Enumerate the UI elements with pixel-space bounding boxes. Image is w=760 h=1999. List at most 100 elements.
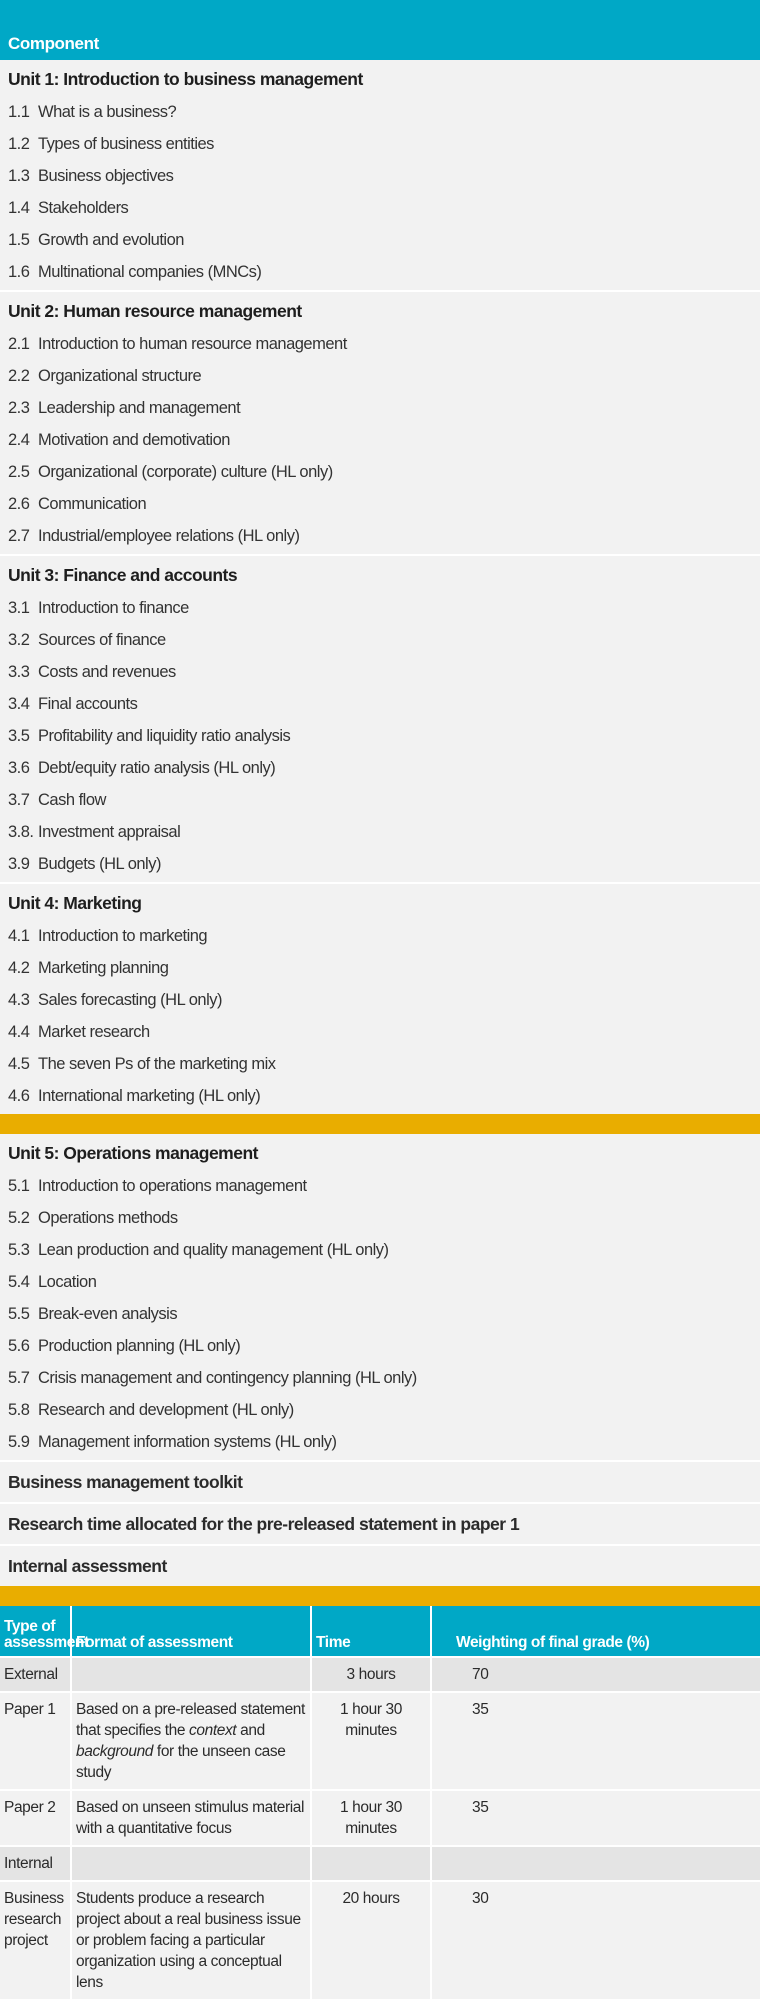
units-list: Unit 1: Introduction to business managem… bbox=[0, 60, 760, 1114]
table-row: Paper 2 Based on unseen stimulus material… bbox=[0, 1789, 760, 1846]
list-item: 4.6 International marketing (HL only) bbox=[0, 1080, 760, 1112]
item-label: International marketing (HL only) bbox=[38, 1087, 261, 1105]
list-item: 1.6 Multinational companies (MNCs) bbox=[0, 256, 760, 288]
item-number: 5.7 bbox=[8, 1369, 30, 1387]
item-number: 1.6 bbox=[8, 263, 30, 281]
item-number: 5.6 bbox=[8, 1337, 30, 1355]
assessment-table: Type of assessment Format of assessment … bbox=[0, 1606, 760, 1999]
item-label: Sales forecasting (HL only) bbox=[38, 991, 222, 1009]
list-item: 5.6 Production planning (HL only) bbox=[0, 1330, 760, 1362]
unit-section: Unit 4: Marketing 4.1 Introduction to mark… bbox=[0, 882, 760, 1114]
header-type: Type of assessment bbox=[0, 1606, 89, 1657]
item-label: Break-even analysis bbox=[38, 1305, 178, 1323]
format-text: Based on a pre-released statement that s… bbox=[76, 1701, 305, 1739]
list-item: 4.5 The seven Ps of the marketing mix bbox=[0, 1048, 760, 1080]
unit-heading: Unit 3: Finance and accounts bbox=[8, 565, 238, 585]
cell-format: Students produce a research project abou… bbox=[71, 1880, 312, 1999]
item-number: 2.3 bbox=[8, 399, 30, 417]
item-label: Operations methods bbox=[38, 1209, 178, 1227]
header-format: Format of assessment bbox=[71, 1606, 312, 1657]
list-item: 3.3 Costs and revenues bbox=[0, 656, 760, 688]
item-number: 1.5 bbox=[8, 231, 30, 249]
list-item: 5.3 Lean production and quality managemen… bbox=[0, 1234, 760, 1266]
item-number: 3.4 bbox=[8, 695, 30, 713]
item-label: Organizational (corporate) culture (HL o… bbox=[38, 463, 333, 481]
item-number: 4.3 bbox=[8, 991, 30, 1009]
list-item: 3.8. Investment appraisal bbox=[0, 816, 760, 848]
item-label: Introduction to finance bbox=[38, 599, 189, 617]
unit-5-section: Unit 5: Operations management 5.1 Introduc… bbox=[0, 1134, 760, 1460]
list-item: 2.6 Communication bbox=[0, 488, 760, 520]
item-number: 2.2 bbox=[8, 367, 30, 385]
table-row: External 3 hours 70 bbox=[0, 1656, 760, 1692]
item-number: 3.7 bbox=[8, 791, 30, 809]
unit-heading: Unit 4: Marketing bbox=[8, 893, 142, 913]
list-item: 5.8 Research and development (HL only) bbox=[0, 1394, 760, 1426]
list-item: 3.2 Sources of finance bbox=[0, 624, 760, 656]
cell-weighting: 35 bbox=[431, 1691, 760, 1790]
cell-format: Based on a pre-released statement that s… bbox=[71, 1691, 312, 1790]
item-number: 4.2 bbox=[8, 959, 30, 977]
item-label: Lean production and quality management (… bbox=[38, 1241, 389, 1259]
cell-time bbox=[311, 1845, 432, 1881]
item-label: Market research bbox=[38, 1023, 150, 1041]
list-item: 1.5 Growth and evolution bbox=[0, 224, 760, 256]
item-label: Types of business entities bbox=[38, 135, 214, 153]
item-number: 1.3 bbox=[8, 167, 30, 185]
item-number: 2.7 bbox=[8, 527, 30, 545]
item-label: Budgets (HL only) bbox=[38, 855, 161, 873]
item-number: 4.4 bbox=[8, 1023, 30, 1041]
item-number: 1.2 bbox=[8, 135, 30, 153]
list-item: 5.5 Break-even analysis bbox=[0, 1298, 760, 1330]
cell-time: 1 hour 30 minutes bbox=[311, 1691, 432, 1790]
component-title: Component bbox=[8, 34, 99, 53]
cell-type: External bbox=[0, 1656, 72, 1692]
table-row: Internal bbox=[0, 1845, 760, 1881]
item-number: 1.1 bbox=[8, 103, 30, 121]
format-text: and bbox=[236, 1722, 265, 1739]
cell-weighting bbox=[431, 1845, 760, 1881]
list-item: 2.3 Leadership and management bbox=[0, 392, 760, 424]
item-label: Crisis management and contingency planni… bbox=[38, 1369, 417, 1387]
item-label: Marketing planning bbox=[38, 959, 169, 977]
cell-time: 20 hours bbox=[311, 1880, 432, 1999]
item-label: Business objectives bbox=[38, 167, 174, 185]
list-item: 2.4 Motivation and demotivation bbox=[0, 424, 760, 456]
cell-format: Based on unseen stimulus material with a… bbox=[71, 1789, 312, 1846]
item-label: Debt/equity ratio analysis (HL only) bbox=[38, 759, 276, 777]
item-number: 5.3 bbox=[8, 1241, 30, 1259]
list-item: 5.9 Management information systems (HL on… bbox=[0, 1426, 760, 1458]
cell-type: Paper 1 bbox=[0, 1691, 72, 1790]
item-number: 5.8 bbox=[8, 1401, 30, 1419]
format-text: context bbox=[189, 1722, 237, 1739]
item-label: Costs and revenues bbox=[38, 663, 176, 681]
item-number: 2.6 bbox=[8, 495, 30, 513]
list-item: 5.4 Location bbox=[0, 1266, 760, 1298]
header-weighting: Weighting of final grade (%) bbox=[431, 1606, 760, 1657]
item-number: 3.1 bbox=[8, 599, 30, 617]
list-item: 5.2 Operations methods bbox=[0, 1202, 760, 1234]
list-item: 3.7 Cash flow bbox=[0, 784, 760, 816]
unit-heading: Unit 2: Human resource management bbox=[8, 301, 302, 321]
item-label: Communication bbox=[38, 495, 147, 513]
item-label: Location bbox=[38, 1273, 97, 1291]
unit-section: Unit 3: Finance and accounts 3.1 Introduct… bbox=[0, 554, 760, 882]
cell-type: Business research project bbox=[0, 1880, 72, 1999]
item-label: Organizational structure bbox=[38, 367, 202, 385]
item-label: Investment appraisal bbox=[38, 823, 181, 841]
list-item: 1.1 What is a business? bbox=[0, 96, 760, 128]
table-row: Business research project Students produc… bbox=[0, 1880, 760, 1999]
item-label: Stakeholders bbox=[38, 199, 129, 217]
item-label: Cash flow bbox=[38, 791, 106, 809]
component-header: Component bbox=[0, 0, 760, 60]
list-item: 2.5 Organizational (corporate) culture (H… bbox=[0, 456, 760, 488]
item-number: 3.3 bbox=[8, 663, 30, 681]
divider-band bbox=[0, 1114, 760, 1134]
item-label: What is a business? bbox=[38, 103, 177, 121]
list-item: 4.1 Introduction to marketing bbox=[0, 920, 760, 952]
unit-heading: Unit 1: Introduction to business managem… bbox=[8, 69, 363, 89]
component-row: Internal assessment bbox=[0, 1544, 760, 1586]
component-row: Research time allocated for the pre-rele… bbox=[0, 1502, 760, 1544]
item-number: 3.2 bbox=[8, 631, 30, 649]
item-number: 2.5 bbox=[8, 463, 30, 481]
